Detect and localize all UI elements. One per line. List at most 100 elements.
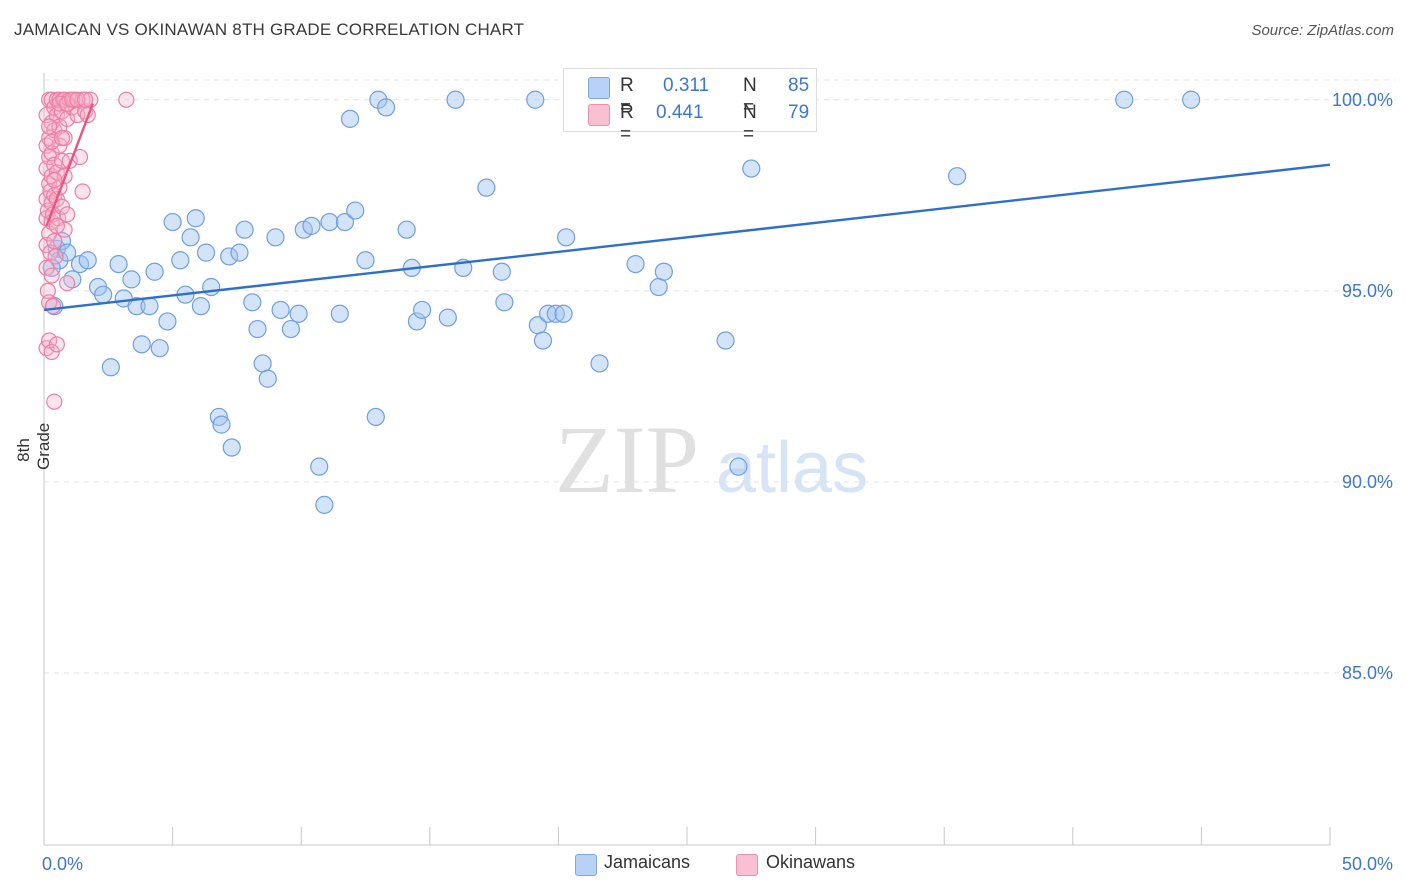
stats-legend: R = 0.311 N = 85 R = 0.441 N = 79	[563, 68, 817, 145]
point-jamaicans	[281, 319, 301, 339]
legend-n-label: N =	[743, 75, 757, 118]
point-jamaicans	[258, 369, 277, 388]
legend-swatch-blue	[588, 77, 610, 99]
point-jamaicans	[1182, 90, 1201, 109]
point-jamaicans	[330, 304, 349, 323]
point-jamaicans	[271, 300, 290, 320]
legend-n-value: 79	[788, 102, 810, 123]
x-tick-label: 0.0%	[42, 854, 83, 874]
point-okinawans	[43, 267, 60, 284]
trendline-okinawans	[45, 103, 94, 227]
y-tick-label: 100.0%	[1332, 90, 1393, 110]
point-jamaicans	[150, 339, 169, 358]
point-okinawans	[56, 221, 73, 238]
point-jamaicans	[716, 331, 735, 350]
trend-lines	[43, 103, 1331, 312]
point-jamaicans	[729, 457, 748, 476]
series-okinawans	[38, 91, 135, 410]
point-okinawans	[43, 133, 60, 150]
point-jamaicans	[132, 335, 151, 354]
point-jamaicans	[477, 178, 496, 197]
point-okinawans	[48, 336, 65, 353]
watermark-atlas: atlas	[716, 428, 868, 508]
point-okinawans	[46, 171, 63, 189]
point-jamaicans	[243, 293, 262, 312]
point-jamaicans	[302, 216, 321, 235]
point-jamaicans	[346, 201, 365, 220]
point-jamaicans	[171, 251, 190, 270]
y-axis-label: 8th Grade	[14, 422, 53, 470]
legend-r-value: 0.441	[656, 102, 704, 123]
point-jamaicans	[654, 262, 673, 281]
watermark-zip: ZIP	[555, 406, 699, 513]
point-jamaicans	[742, 159, 761, 178]
point-okinawans	[46, 393, 63, 410]
axes-layer	[43, 73, 1331, 846]
point-jamaicans	[202, 277, 221, 297]
point-jamaicans	[554, 304, 573, 323]
point-jamaicans	[526, 90, 545, 109]
point-jamaicans	[222, 438, 241, 457]
watermark: ZIP atlas	[555, 406, 868, 513]
bottom-legend-jamaicans: Jamaicans	[604, 852, 691, 872]
point-jamaicans	[557, 228, 576, 247]
point-jamaicans	[235, 220, 254, 239]
point-jamaicans	[320, 212, 339, 232]
y-tick-label: 85.0%	[1342, 663, 1393, 683]
trendline-jamaicans	[43, 163, 1331, 312]
point-jamaicans	[101, 358, 120, 377]
point-okinawans	[47, 248, 64, 265]
legend-r-value: 0.311	[663, 75, 710, 96]
point-jamaicans	[438, 308, 457, 327]
point-jamaicans	[248, 319, 267, 339]
point-jamaicans	[253, 354, 272, 373]
point-jamaicans	[289, 304, 308, 323]
point-okinawans	[41, 118, 58, 135]
point-okinawans	[64, 91, 81, 108]
point-okinawans	[74, 183, 91, 200]
point-jamaicans	[446, 90, 465, 109]
point-jamaicans	[366, 407, 385, 427]
x-tick-label: 50.0%	[1342, 854, 1393, 874]
point-jamaicans	[546, 304, 565, 323]
point-jamaicans	[340, 109, 360, 128]
legend-swatch-pink	[588, 104, 610, 126]
tick-labels: 85.0% 90.0% 95.0% 100.0% 0.0% 50.0%	[42, 90, 1393, 874]
legend-r-label: R =	[620, 102, 634, 145]
point-jamaicans	[212, 415, 231, 434]
point-jamaicans	[310, 457, 329, 476]
bottom-legend-okinawans: Okinawans	[766, 852, 856, 872]
point-jamaicans	[186, 209, 205, 228]
point-jamaicans	[127, 297, 146, 316]
point-jamaicans	[94, 285, 113, 304]
point-jamaicans	[191, 297, 210, 316]
point-jamaicans	[220, 247, 239, 266]
legend-r-label: R =	[620, 75, 634, 118]
point-jamaicans	[181, 228, 200, 247]
point-jamaicans	[158, 312, 177, 331]
point-okinawans	[53, 129, 71, 147]
point-jamaicans	[492, 262, 511, 281]
point-jamaicans	[407, 312, 427, 331]
bottom-legend-swatch-okinawans	[736, 854, 758, 876]
point-jamaicans	[145, 262, 164, 281]
point-jamaicans	[947, 167, 967, 186]
y-tick-label: 95.0%	[1342, 281, 1393, 301]
point-jamaicans	[335, 212, 355, 232]
point-okinawans	[48, 217, 65, 234]
point-jamaicans	[230, 243, 249, 262]
point-jamaicans	[649, 277, 668, 297]
point-okinawans	[118, 91, 135, 108]
y-tick-label: 90.0%	[1342, 472, 1393, 492]
point-jamaicans	[109, 254, 128, 274]
legend-n-value: 85	[788, 75, 810, 96]
point-jamaicans	[495, 293, 514, 312]
point-jamaicans	[626, 254, 645, 274]
point-jamaicans	[122, 270, 141, 289]
legend-n-label: N =	[743, 102, 757, 145]
chart-title: JAMAICAN VS OKINAWAN 8TH GRADE CORRELATI…	[14, 20, 525, 39]
point-jamaicans	[397, 220, 416, 239]
point-okinawans	[77, 91, 94, 108]
point-jamaicans	[533, 331, 553, 350]
